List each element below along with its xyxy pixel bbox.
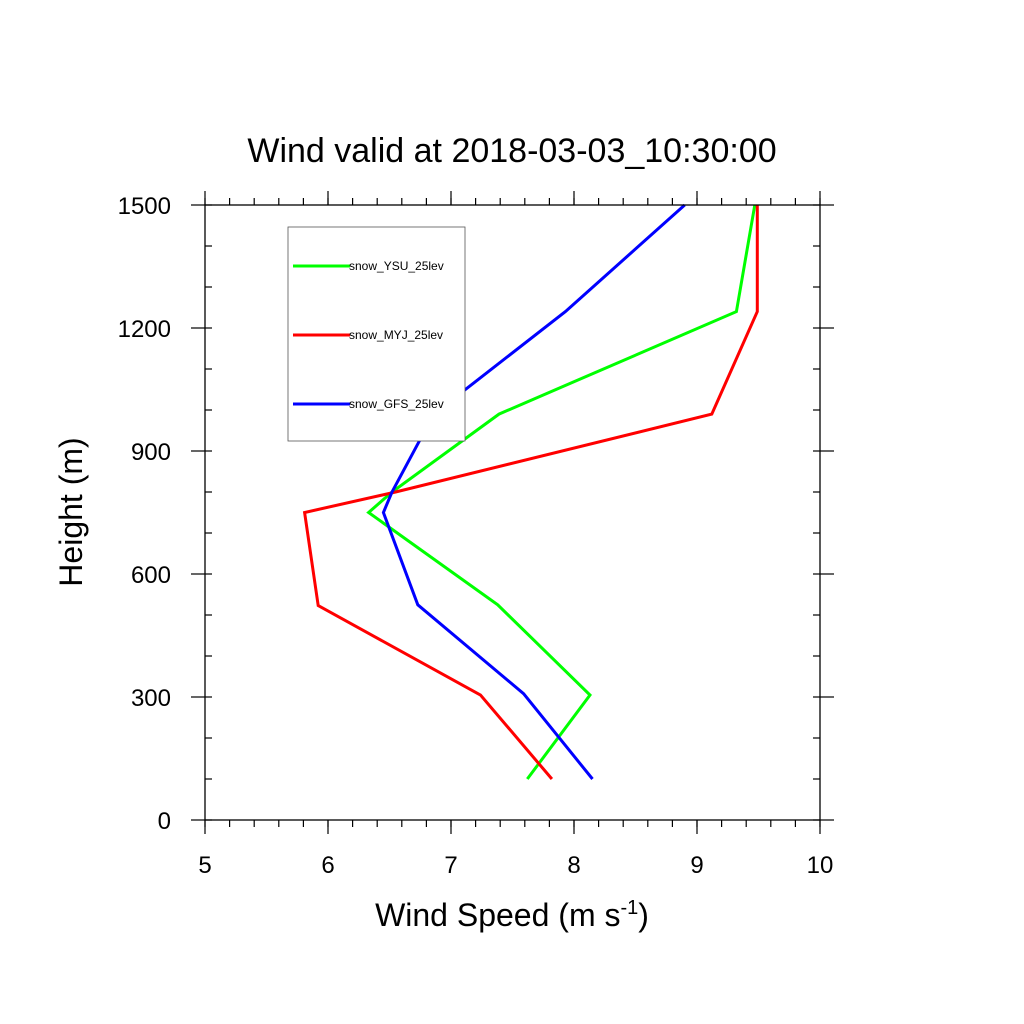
y-tick-label: 1200 (118, 316, 171, 343)
legend-label: snow_MYJ_25lev (349, 328, 443, 342)
y-tick-label: 1500 (118, 193, 171, 220)
axis-ticks (191, 191, 834, 834)
y-tick-label: 900 (131, 439, 171, 466)
chart-title: Wind valid at 2018-03-03_10:30:00 (247, 132, 776, 170)
y-tick-label: 600 (131, 562, 171, 589)
plot-frame (204, 204, 821, 821)
axis-tick-labels: 5 6 7 8 9 10 0 300 600 900 1200 1500 (118, 193, 834, 879)
series-line-snow_YSU_25lev (366, 204, 757, 780)
y-tick-label: 0 (158, 808, 171, 835)
series-line-snow_MYJ_25lev (302, 205, 759, 780)
x-axis-label: Wind Speed (m s-1) (375, 897, 649, 933)
legend: snow_YSU_25lev snow_MYJ_25lev snow_GFS_25l… (287, 226, 466, 442)
legend-label: snow_GFS_25lev (349, 397, 444, 411)
x-tick-label: 6 (321, 852, 334, 879)
x-tick-label: 8 (567, 852, 580, 879)
x-tick-label: 9 (690, 852, 703, 879)
series-lines (302, 203, 759, 780)
y-axis-label: Height (m) (53, 437, 89, 586)
x-tick-label: 5 (198, 852, 211, 879)
x-tick-label: 10 (807, 852, 834, 879)
legend-label: snow_YSU_25lev (349, 259, 444, 273)
y-tick-label: 300 (131, 685, 171, 712)
x-tick-label: 7 (444, 852, 457, 879)
series-line-snow_GFS_25lev (381, 203, 686, 780)
